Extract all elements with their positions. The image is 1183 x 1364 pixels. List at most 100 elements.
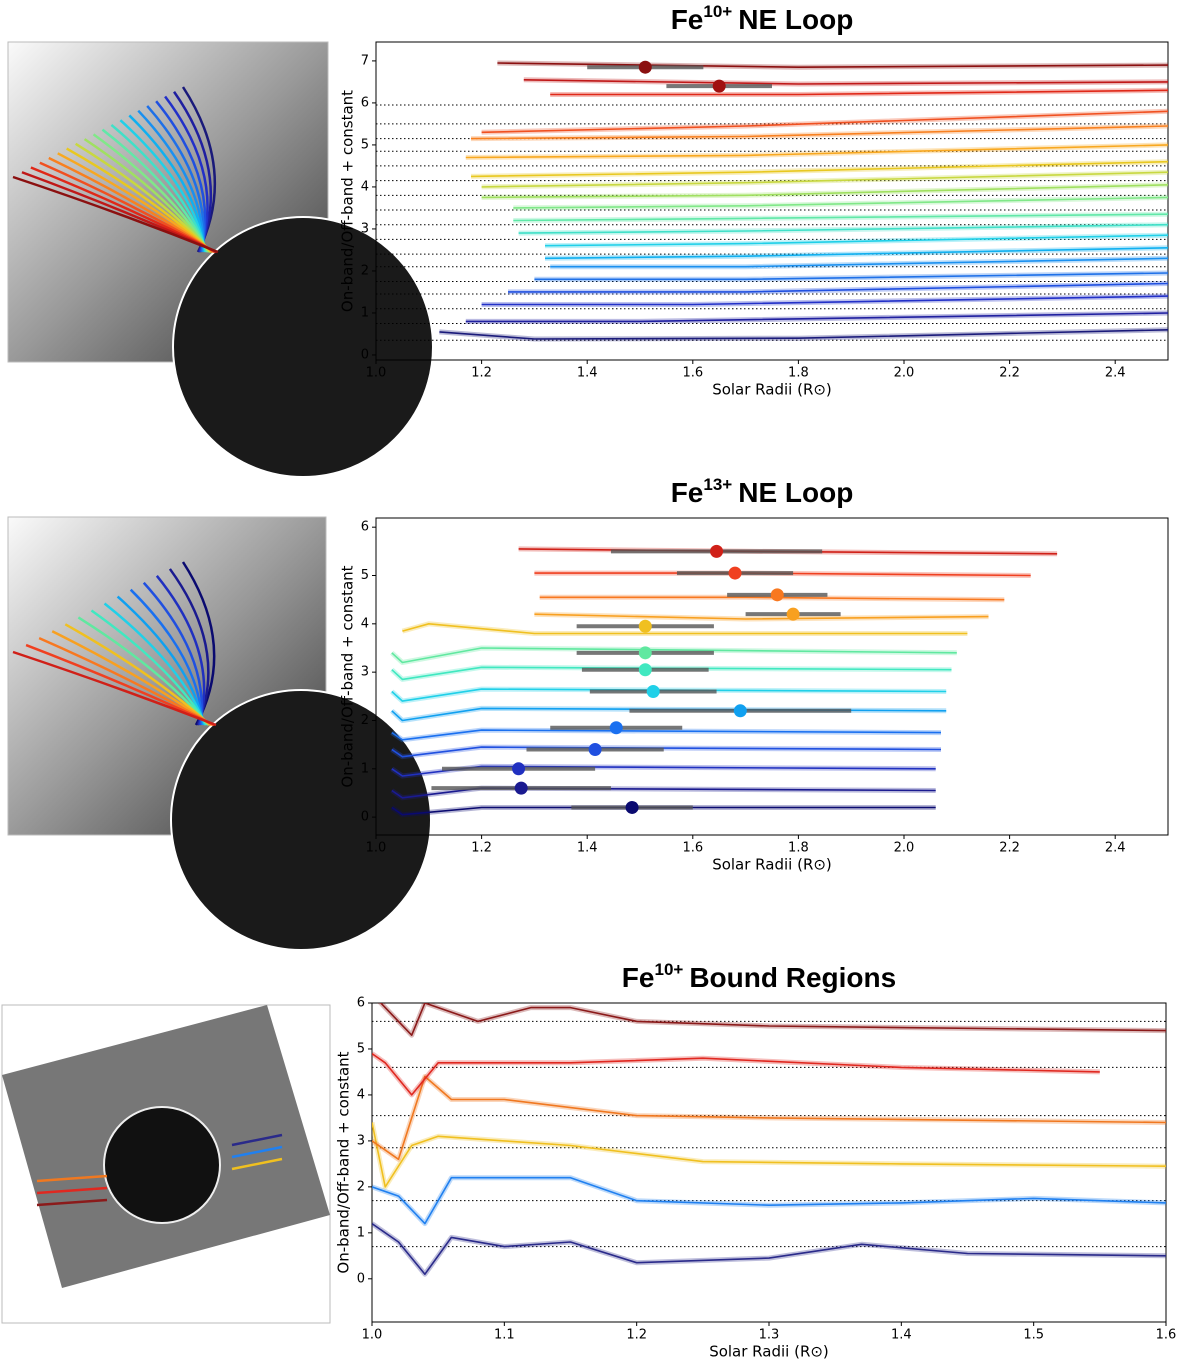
series-line <box>465 312 1168 323</box>
x-tick-label: 2.4 <box>1105 841 1126 856</box>
y-tick-label: 0 <box>361 810 369 825</box>
y-axis-label: On-band/Off-band + constant <box>339 565 357 787</box>
series-line <box>391 729 942 741</box>
x-tick-label: 1.4 <box>577 366 598 381</box>
series-line <box>534 613 989 620</box>
x-tick-label: 2.2 <box>999 366 1020 381</box>
y-tick-label: 3 <box>361 221 369 236</box>
x-tick-label: 2.0 <box>894 841 915 856</box>
title-text: NE Loop <box>738 477 853 508</box>
series-line <box>508 282 1168 293</box>
series-line <box>518 223 1168 234</box>
series-line <box>372 1122 1166 1188</box>
context-image <box>7 41 434 478</box>
point-marker <box>638 646 652 660</box>
point-marker <box>514 781 528 795</box>
series-line <box>391 746 942 758</box>
x-tick-label: 1.4 <box>891 1328 912 1343</box>
x-tick-label: 1.3 <box>759 1328 780 1343</box>
x-tick-label: 2.4 <box>1105 366 1126 381</box>
y-tick-label: 5 <box>361 137 369 152</box>
series-line <box>391 666 952 681</box>
x-axis-label: Solar Radii (R⊙) <box>712 856 832 874</box>
y-tick-label: 3 <box>357 1133 365 1148</box>
point-marker <box>638 60 652 74</box>
solar-disk <box>170 689 432 951</box>
x-tick-label: 1.5 <box>1023 1328 1044 1343</box>
series-line <box>497 62 1168 68</box>
y-tick-label: 0 <box>361 347 369 362</box>
series-line <box>391 765 936 777</box>
traced-loop <box>36 1174 108 1183</box>
x-tick-label: 1.2 <box>471 366 492 381</box>
series-line <box>513 196 1168 209</box>
series-line <box>465 144 1168 159</box>
context-image <box>1 1004 331 1324</box>
context-image <box>7 516 432 951</box>
title-text: Bound Regions <box>689 962 896 993</box>
x-tick-label: 1.0 <box>362 1328 383 1343</box>
y-tick-label: 7 <box>361 53 369 68</box>
y-tick-label: 1 <box>361 761 369 776</box>
series-line <box>470 125 1168 140</box>
point-marker <box>770 588 784 602</box>
x-tick-label: 2.0 <box>894 366 915 381</box>
y-tick-label: 4 <box>361 616 369 631</box>
plot-content <box>372 1003 1166 1277</box>
point-marker <box>638 619 652 633</box>
title-element: Fe <box>671 477 704 508</box>
point-marker <box>512 762 526 776</box>
series-line <box>550 257 1168 268</box>
series-line <box>481 171 1168 188</box>
traced-loop <box>12 650 217 727</box>
title-charge: 13+ <box>703 475 732 494</box>
x-tick-label: 1.6 <box>682 841 703 856</box>
plot-area <box>375 41 1169 361</box>
plot-area <box>375 517 1169 836</box>
series-line <box>372 1075 1166 1161</box>
point-marker <box>609 721 623 735</box>
series-line <box>391 787 936 799</box>
solar-disk <box>103 1106 221 1224</box>
y-tick-label: 4 <box>357 1087 365 1102</box>
series-line <box>544 247 1168 260</box>
series-line <box>439 329 1168 340</box>
x-tick-label: 1.6 <box>682 366 703 381</box>
traced-loop <box>12 175 219 254</box>
series-line <box>534 272 1168 281</box>
x-tick-label: 1.2 <box>626 1328 647 1343</box>
x-tick-label: 1.0 <box>366 841 387 856</box>
traced-loop <box>231 1133 283 1147</box>
x-tick-label: 2.2 <box>999 841 1020 856</box>
series-line <box>550 89 1168 96</box>
point-marker <box>728 566 742 580</box>
chart-title: Fe10+ NE Loop <box>671 2 854 35</box>
traced-loop <box>36 1186 108 1195</box>
x-tick-label: 1.2 <box>471 841 492 856</box>
chart-title: Fe10+ Bound Regions <box>622 960 896 993</box>
y-tick-label: 5 <box>361 568 369 583</box>
traced-loop <box>231 1157 283 1171</box>
plot-content <box>390 544 1058 818</box>
chart-title: Fe13+ NE Loop <box>671 475 854 508</box>
x-axis-label: Solar Radii (R⊙) <box>709 1343 829 1361</box>
chart: Fe13+ NE Loop 1.0 1.2 1.4 1.6 1.8 2.0 2.2 2.4 0 1 2 3… <box>7 475 1169 951</box>
x-axis-label: Solar Radii (R⊙) <box>712 381 832 399</box>
title-charge: 10+ <box>703 2 732 21</box>
series-line <box>391 806 936 816</box>
point-marker <box>588 742 602 756</box>
x-tick-label: 1.1 <box>494 1328 515 1343</box>
series-line <box>544 234 1168 247</box>
traced-loop <box>36 1198 108 1207</box>
series-line <box>470 160 1168 178</box>
x-tick-label: 1.0 <box>366 366 387 381</box>
y-tick-label: 0 <box>357 1271 365 1286</box>
y-axis-label: On-band/Off-band + constant <box>339 90 357 312</box>
point-marker <box>786 607 800 621</box>
series-line <box>391 647 957 664</box>
series-line <box>539 596 1005 601</box>
y-tick-label: 6 <box>361 95 369 110</box>
x-tick-label: 1.4 <box>577 841 598 856</box>
